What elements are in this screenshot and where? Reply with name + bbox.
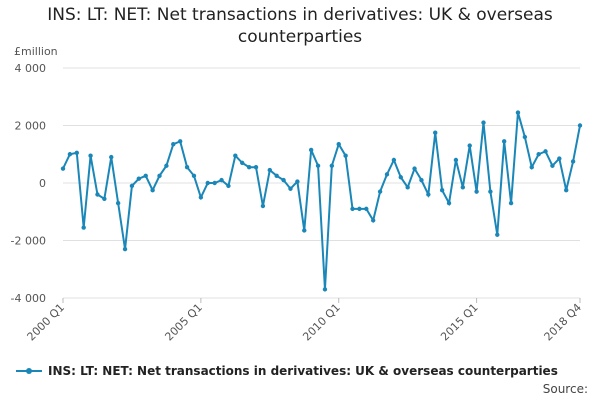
x-tick-label: 2015 Q1 [438, 301, 481, 344]
data-point[interactable] [439, 187, 445, 193]
data-point[interactable] [191, 173, 197, 179]
data-point[interactable] [529, 164, 534, 170]
data-point[interactable] [419, 177, 424, 183]
data-point[interactable] [164, 163, 169, 168]
legend[interactable]: INS: LT: NET: Net transactions in deriva… [16, 364, 558, 378]
data-point[interactable] [577, 123, 583, 128]
data-point[interactable] [322, 287, 328, 292]
data-point[interactable] [60, 166, 66, 171]
data-point[interactable] [508, 200, 514, 206]
data-point[interactable] [253, 164, 259, 170]
data-point[interactable] [233, 153, 238, 158]
y-tick-label: 2 000 [15, 120, 47, 133]
y-tick-label: 4 000 [15, 62, 47, 75]
data-point[interactable] [426, 192, 431, 197]
data-point[interactable] [329, 163, 335, 168]
y-tick-label: -2 000 [11, 235, 46, 248]
series-points [60, 110, 583, 292]
x-tick-label: 2005 Q1 [162, 301, 205, 344]
series-line [62, 112, 581, 290]
data-point[interactable] [88, 153, 93, 158]
data-point[interactable] [102, 196, 107, 202]
data-point[interactable] [219, 177, 224, 183]
data-point[interactable] [357, 206, 362, 212]
data-point[interactable] [336, 141, 341, 147]
legend-label: INS: LT: NET: Net transactions in deriva… [48, 364, 558, 378]
data-point[interactable] [391, 157, 397, 163]
data-point[interactable] [433, 130, 438, 135]
data-point[interactable] [467, 143, 472, 148]
data-point[interactable] [267, 167, 272, 173]
data-point[interactable] [295, 179, 300, 184]
data-point[interactable] [150, 187, 155, 193]
data-point[interactable] [495, 232, 500, 237]
data-point[interactable] [81, 225, 86, 230]
data-point[interactable] [412, 166, 417, 171]
data-point[interactable] [460, 185, 466, 190]
data-point[interactable] [171, 141, 176, 147]
data-point[interactable] [240, 160, 245, 166]
y-tick-label: 0 [39, 177, 46, 190]
data-point[interactable] [226, 183, 231, 189]
data-point[interactable] [274, 173, 279, 179]
legend-swatch [16, 365, 42, 377]
data-point[interactable] [371, 218, 376, 223]
data-point[interactable] [129, 183, 135, 189]
data-point[interactable] [315, 163, 321, 168]
data-point[interactable] [67, 152, 73, 157]
data-point[interactable] [281, 177, 286, 183]
data-point[interactable] [302, 228, 307, 233]
data-point[interactable] [564, 187, 569, 193]
data-point[interactable] [343, 153, 348, 158]
data-point[interactable] [501, 139, 507, 144]
y-axis-ticks: -4 000 -2 000 0 2 000 4 000 [11, 62, 46, 305]
data-point[interactable] [95, 192, 100, 197]
data-point[interactable] [115, 200, 121, 206]
data-point[interactable] [557, 156, 562, 161]
data-point[interactable] [157, 173, 162, 179]
data-point[interactable] [481, 120, 486, 125]
data-point[interactable] [474, 189, 479, 194]
data-point[interactable] [536, 152, 541, 157]
data-point[interactable] [398, 175, 403, 180]
data-point[interactable] [288, 186, 293, 191]
data-point[interactable] [543, 149, 548, 154]
data-point[interactable] [515, 110, 521, 115]
data-point[interactable] [550, 163, 555, 168]
data-point[interactable] [446, 200, 452, 206]
data-point[interactable] [522, 134, 528, 140]
chart-title: INS: LT: NET: Net transactions in deriva… [47, 5, 553, 47]
x-tick-label: 2000 Q1 [25, 301, 68, 344]
data-point[interactable] [177, 139, 183, 144]
data-point[interactable] [350, 206, 355, 212]
data-point[interactable] [377, 189, 383, 194]
data-point[interactable] [384, 172, 390, 177]
data-point[interactable] [143, 173, 148, 179]
y-axis-unit-label: £million [14, 45, 58, 58]
data-point[interactable] [246, 164, 252, 170]
data-point[interactable] [184, 164, 190, 170]
data-point[interactable] [122, 246, 128, 252]
data-point[interactable] [212, 180, 217, 186]
data-point[interactable] [308, 147, 314, 153]
data-point[interactable] [260, 203, 266, 209]
x-tick-label: 2018 Q4 [542, 301, 585, 344]
data-point[interactable] [488, 189, 493, 194]
data-point[interactable] [364, 206, 369, 212]
data-point[interactable] [136, 176, 142, 181]
source-label: Source: [542, 382, 588, 396]
x-tick-label: 2010 Q1 [300, 301, 343, 344]
data-point[interactable] [198, 195, 204, 200]
gridlines [63, 67, 580, 299]
x-axis-ticks: 2000 Q1 2005 Q1 2010 Q1 2015 Q1 2018 Q4 [25, 298, 585, 344]
data-point[interactable] [74, 150, 79, 156]
data-point[interactable] [109, 154, 114, 160]
data-point[interactable] [205, 180, 210, 186]
data-point[interactable] [453, 157, 459, 163]
data-point[interactable] [570, 159, 576, 164]
y-tick-label: -4 000 [11, 292, 46, 305]
data-point[interactable] [405, 185, 410, 190]
